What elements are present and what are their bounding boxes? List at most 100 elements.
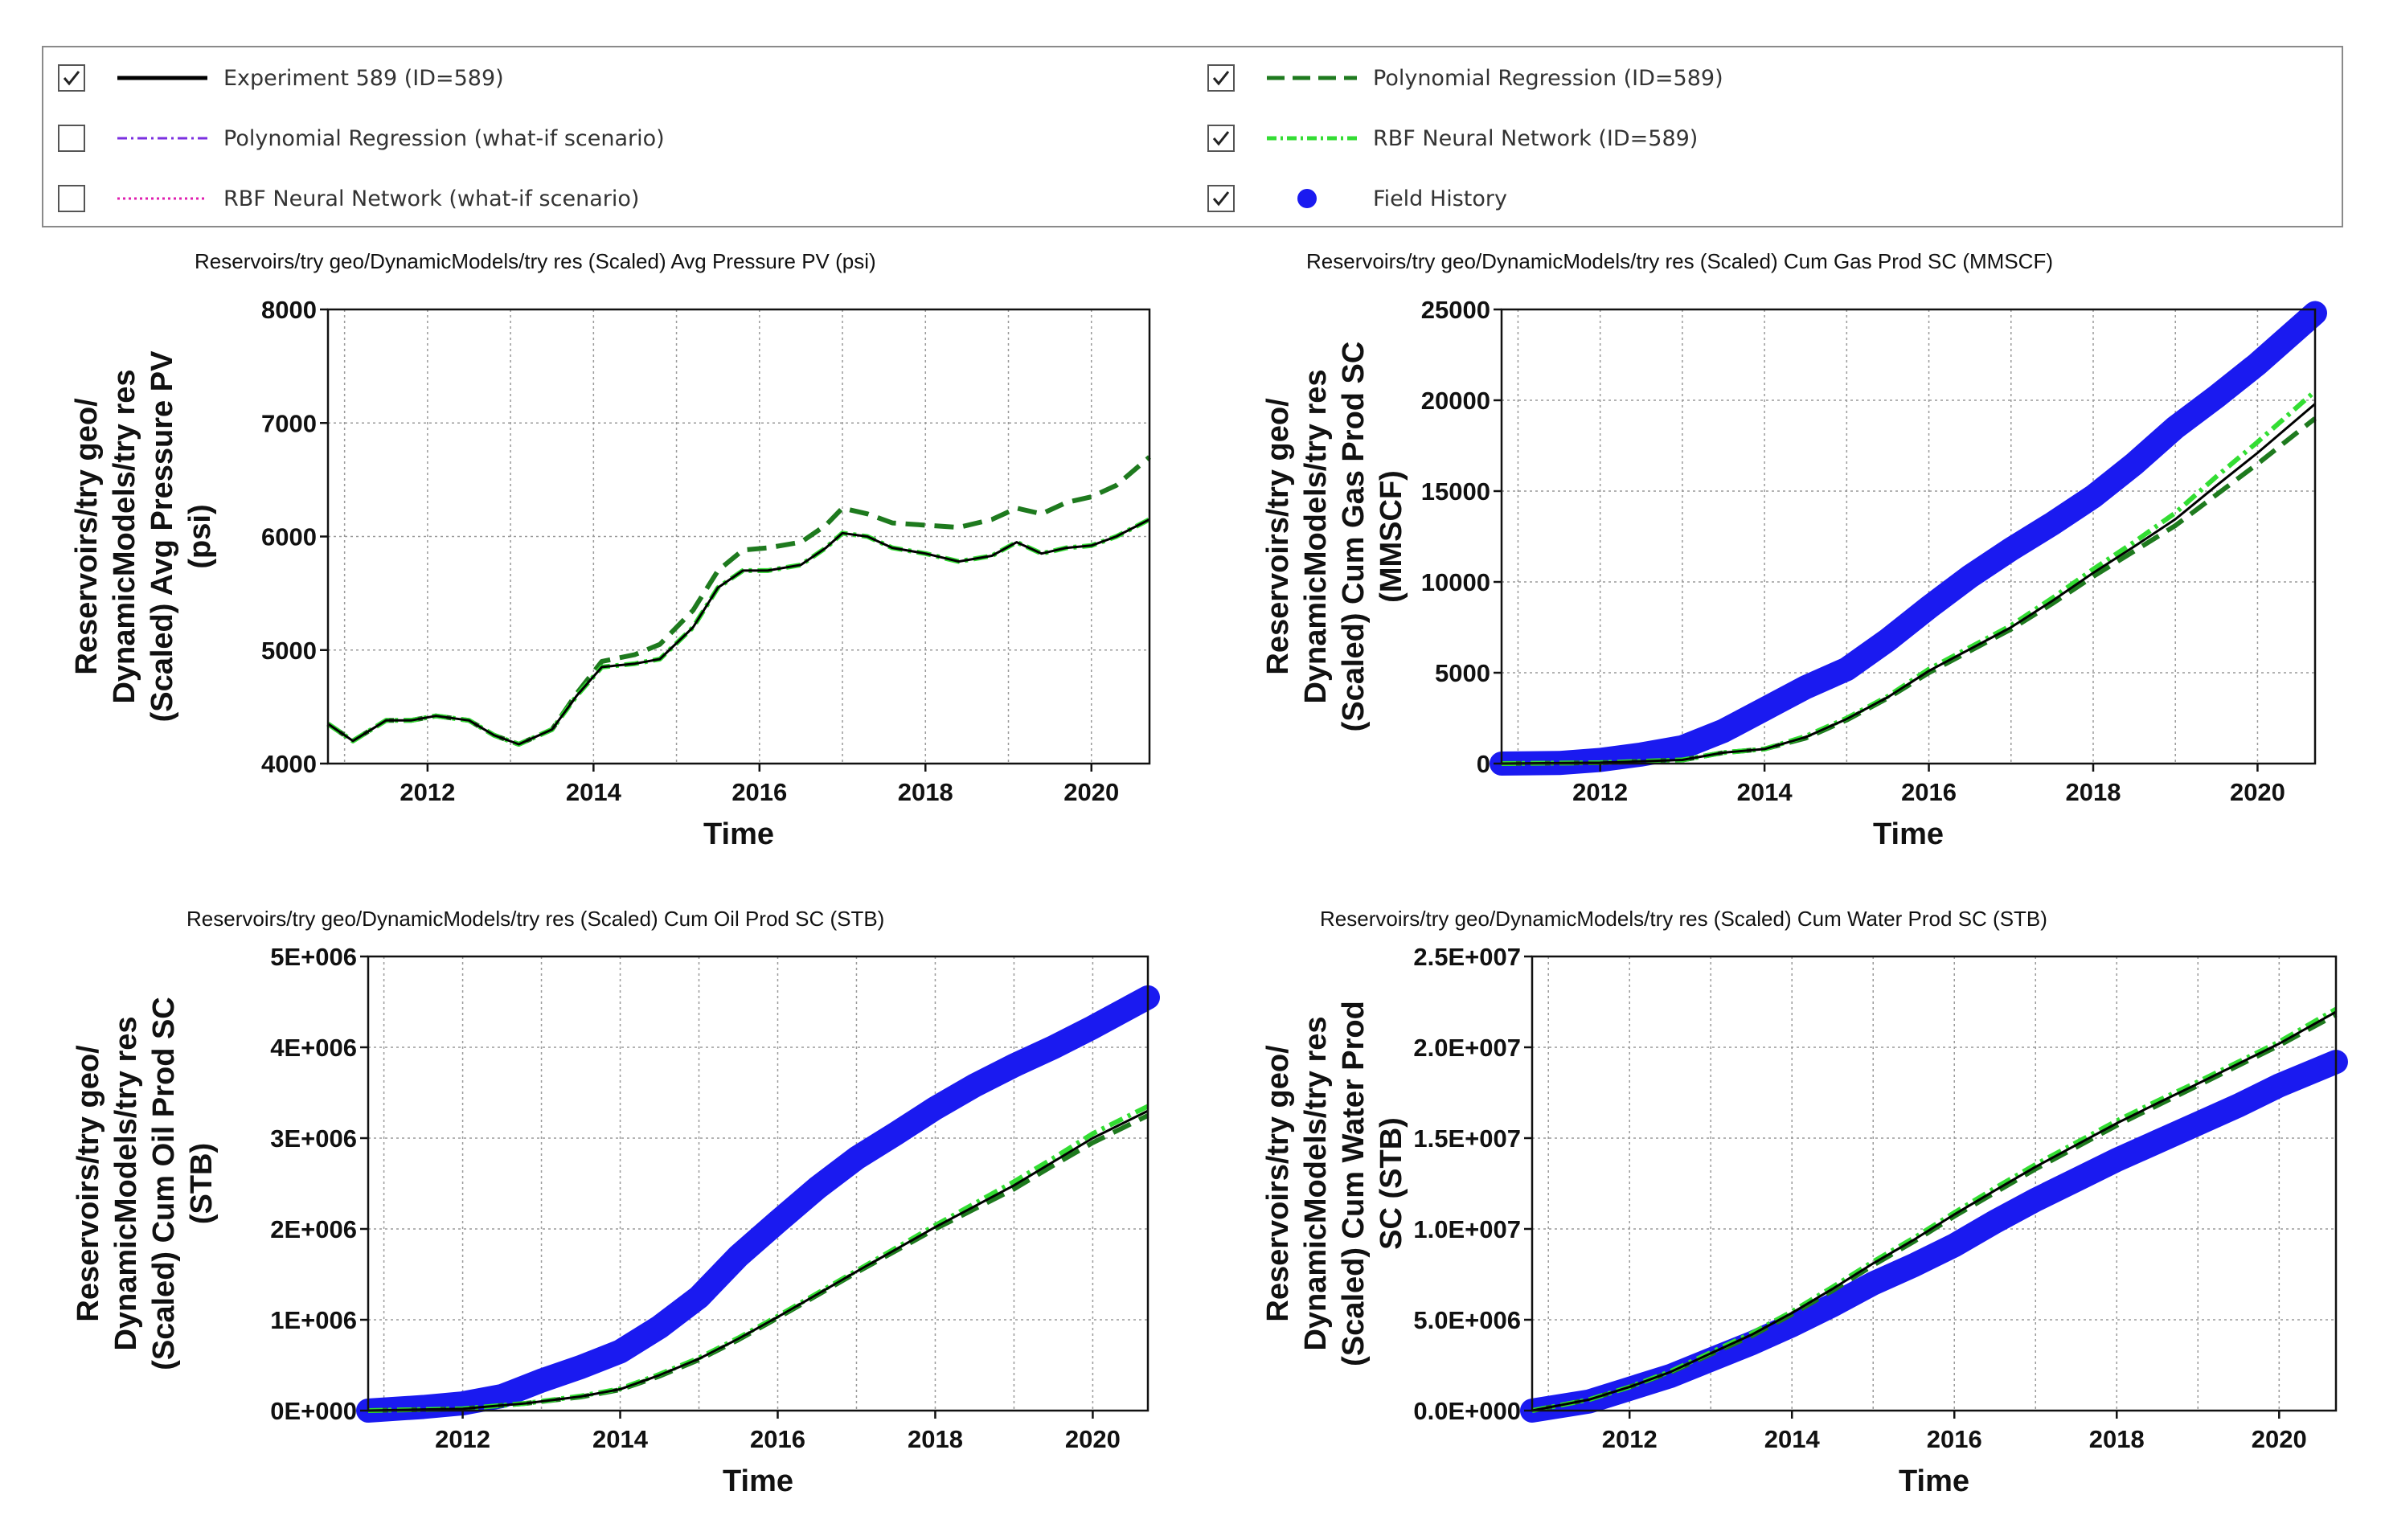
legend-line-poly-whatif: [117, 137, 207, 140]
y-tick-label: 1.0E+007: [1413, 1215, 1521, 1243]
x-tick-label: 2020: [2252, 1425, 2307, 1453]
plot-area: [1532, 956, 2336, 1411]
legend-line-experiment: [117, 76, 207, 80]
x-tick-label: 2016: [1927, 1425, 1982, 1453]
chart-plot-cum-oil: 0E+000 1E+006 2E+006 3E+006 4E+006 5E+006 2012…: [72, 943, 1160, 1498]
y-axis-title-line: DynamicModels/try res: [109, 1016, 143, 1350]
legend-line-poly: [1267, 76, 1357, 80]
x-axis-title: Time: [723, 1464, 793, 1498]
y-axis-title-line: Reservoirs/try geo/: [72, 1045, 105, 1322]
x-tick-label: 2012: [400, 778, 455, 806]
y-tick-label: 6000: [261, 523, 317, 551]
plot-frame: [367, 955, 1149, 1412]
x-tick-label: 2018: [2066, 778, 2121, 806]
y-tick-label: 8000: [261, 296, 317, 324]
y-axis-title-line: SC (STB): [1375, 1117, 1408, 1250]
series-field-history: [1490, 301, 2327, 776]
series-experiment-589-id-589-: [327, 518, 1150, 746]
x-tick-label: 2018: [908, 1425, 963, 1453]
chart-cum-water: Reservoirs/try geo/DynamicModels/try res…: [1190, 891, 2385, 1540]
y-axis-title-line: Reservoirs/try geo/: [70, 398, 104, 675]
legend-label-history: Field History: [1373, 186, 1507, 211]
plot-frame: [1531, 955, 2338, 1412]
x-axis-title: Time: [703, 817, 774, 851]
x-tick-label: 2012: [1602, 1425, 1658, 1453]
legend-item-experiment[interactable]: Experiment 589 (ID=589): [58, 62, 504, 94]
legend-line-rbf: [1267, 136, 1357, 141]
legend-checkbox-poly-whatif[interactable]: [58, 125, 85, 152]
legend-line-rbf-whatif: [117, 197, 207, 200]
chart-plot-cum-gas: 0 5000 10000 15000 20000 25000 2012 2014 2016 201…: [1261, 296, 2327, 851]
x-tick-label: 2016: [750, 1425, 805, 1453]
y-tick-label: 5000: [1435, 659, 1490, 687]
x-tick-label: 2016: [1901, 778, 1957, 806]
y-tick-label: 1.5E+007: [1413, 1124, 1521, 1153]
y-axis-title-line: (psi): [183, 504, 217, 568]
series-experiment-589-id-589-: [367, 1109, 1149, 1412]
legend-item-history[interactable]: Field History: [1207, 182, 1507, 215]
chart-cum-gas: Reservoirs/try geo/DynamicModels/try res…: [1190, 241, 2385, 884]
legend-label-poly-whatif: Polynomial Regression (what-if scenario): [223, 125, 665, 151]
y-axis-title-line: DynamicModels/try res: [1299, 1016, 1333, 1350]
y-tick-label: 2.0E+007: [1413, 1034, 1521, 1062]
y-tick-label: 1E+006: [270, 1306, 357, 1334]
x-tick-label: 2014: [566, 778, 622, 806]
y-axis-title-line: Reservoirs/try geo/: [1261, 398, 1295, 675]
y-tick-label: 5.0E+006: [1413, 1306, 1521, 1334]
chart-plot-avg-pressure: 4000 5000 6000 7000 8000 2012 2014 2016 2018 2020…: [70, 296, 1151, 851]
y-axis-title-line: (MMSCF): [1375, 470, 1408, 603]
plot-area: [1502, 309, 2315, 764]
y-tick-label: 5E+006: [270, 943, 357, 971]
legend-item-poly[interactable]: Polynomial Regression (ID=589): [1207, 62, 1723, 94]
legend-item-rbf-whatif[interactable]: RBF Neural Network (what-if scenario): [58, 182, 639, 215]
y-tick-label: 2.5E+007: [1413, 943, 1521, 971]
legend-item-poly-whatif[interactable]: Polynomial Regression (what-if scenario): [58, 122, 665, 154]
legend-item-rbf[interactable]: RBF Neural Network (ID=589): [1207, 122, 1698, 154]
x-tick-label: 2020: [1063, 778, 1119, 806]
x-tick-label: 2020: [1065, 1425, 1121, 1453]
legend-marker-history: [1297, 189, 1317, 208]
y-axis-title: Reservoirs/try geo/DynamicModels/try res…: [1261, 342, 1408, 732]
x-tick-label: 2016: [731, 778, 787, 806]
x-tick-label: 2020: [2230, 778, 2285, 806]
y-axis-title-line: (Scaled) Cum Water Prod: [1337, 1001, 1371, 1366]
x-tick-label: 2012: [435, 1425, 490, 1453]
legend-panel: Experiment 589 (ID=589) Polynomial Regre…: [42, 46, 2343, 227]
legend-label-experiment: Experiment 589 (ID=589): [223, 65, 504, 91]
chart-avg-pressure: Reservoirs/try geo/DynamicModels/try res…: [0, 241, 1190, 884]
x-axis-title: Time: [1873, 817, 1944, 851]
y-tick-label: 20000: [1421, 387, 1490, 415]
x-tick-label: 2018: [2089, 1425, 2145, 1453]
y-tick-label: 3E+006: [270, 1124, 357, 1153]
y-axis-title: Reservoirs/try geo/DynamicModels/try res…: [70, 350, 217, 722]
y-tick-label: 4000: [261, 750, 317, 778]
y-tick-label: 2E+006: [270, 1215, 357, 1243]
y-axis-title-line: DynamicModels/try res: [108, 369, 141, 703]
y-tick-label: 0: [1477, 750, 1490, 778]
legend-checkbox-rbf-whatif[interactable]: [58, 185, 85, 212]
legend-label-rbf-whatif: RBF Neural Network (what-if scenario): [223, 186, 640, 211]
checkmark-icon: [1212, 191, 1230, 207]
plot-frame: [1500, 308, 2317, 765]
chart-cum-oil: Reservoirs/try geo/DynamicModels/try res…: [0, 891, 1190, 1540]
series-field-history: [1520, 1050, 2348, 1423]
chart-title-cum-gas: Reservoirs/try geo/DynamicModels/try res…: [1306, 249, 2053, 273]
y-tick-label: 0E+000: [270, 1397, 357, 1425]
y-axis-title-line: (Scaled) Cum Oil Prod SC: [147, 997, 181, 1370]
legend-checkbox-experiment[interactable]: [58, 64, 85, 92]
legend-circle-marker: [1297, 189, 1317, 208]
checkmark-icon: [1212, 71, 1230, 86]
y-axis-title-line: DynamicModels/try res: [1299, 369, 1333, 703]
legend-checkbox-poly[interactable]: [1207, 64, 1235, 92]
y-tick-label: 25000: [1421, 296, 1490, 324]
x-tick-label: 2014: [592, 1425, 649, 1453]
legend-checkbox-history[interactable]: [1207, 185, 1235, 212]
series-experiment-589-id-589-: [1531, 1010, 2337, 1412]
legend-label-poly: Polynomial Regression (ID=589): [1373, 65, 1723, 91]
y-axis-title-line: (STB): [185, 1143, 219, 1224]
series-experiment-589-id-589-: [1501, 403, 2316, 765]
legend-checkbox-rbf[interactable]: [1207, 125, 1235, 152]
chart-title-cum-water: Reservoirs/try geo/DynamicModels/try res…: [1320, 907, 2047, 931]
chart-title-avg-pressure: Reservoirs/try geo/DynamicModels/try res…: [195, 249, 876, 273]
chart-title-cum-oil: Reservoirs/try geo/DynamicModels/try res…: [186, 907, 885, 931]
